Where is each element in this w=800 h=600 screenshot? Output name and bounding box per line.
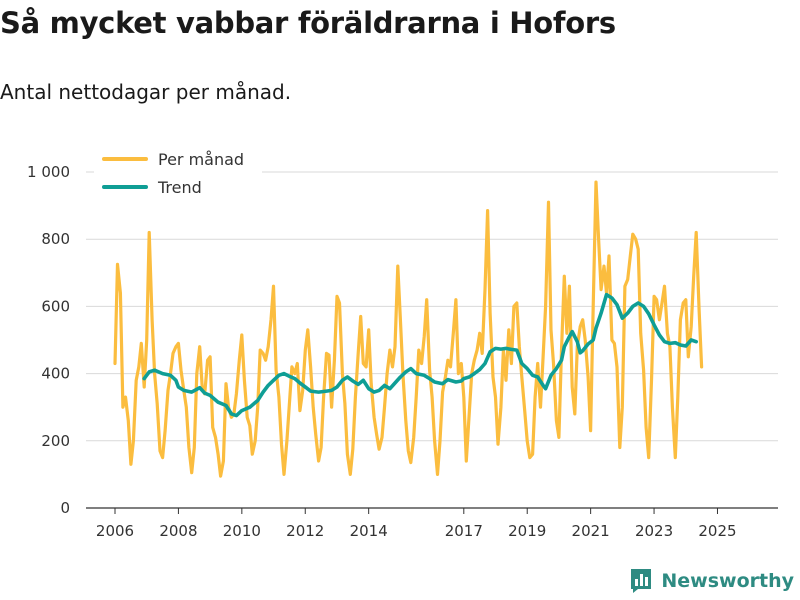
y-tick-label: 1 000 — [27, 163, 70, 181]
x-tick-label: 2021 — [572, 522, 610, 540]
brand-logo[interactable]: Newsworthy — [629, 568, 794, 594]
x-tick-label: 2008 — [159, 522, 197, 540]
legend-item-per-month[interactable]: Per månad — [102, 150, 244, 169]
x-tick-label: 2025 — [698, 522, 736, 540]
legend-item-trend[interactable]: Trend — [102, 178, 202, 197]
brand-name: Newsworthy — [661, 570, 794, 592]
legend-label-per-month: Per månad — [158, 150, 244, 169]
page-title: Så mycket vabbar föräldrarna i Hofors — [0, 6, 616, 40]
x-tick-label: 2019 — [508, 522, 546, 540]
x-tick-label: 2006 — [96, 522, 134, 540]
series-lines — [113, 180, 704, 478]
x-axis: 2006 2008 2010 2012 2014 2017 2019 2021 2023 2025 — [86, 507, 778, 540]
y-tick-label: 200 — [41, 432, 70, 450]
y-tick-label: 600 — [41, 297, 70, 315]
x-tick-label: 2014 — [350, 522, 388, 540]
y-axis-ticks: 0 200 400 600 800 1 000 — [27, 163, 70, 517]
series-line-trend — [142, 292, 698, 418]
legend-background — [94, 146, 262, 202]
x-tick-label: 2012 — [286, 522, 324, 540]
legend-label-trend: Trend — [157, 178, 202, 197]
bar-chart-logo-icon — [631, 569, 652, 593]
legend: Per månad Trend — [94, 146, 262, 202]
x-tick-label: 2023 — [635, 522, 673, 540]
y-tick-label: 0 — [60, 499, 70, 517]
x-tick-label: 2010 — [223, 522, 261, 540]
x-tick-label: 2017 — [445, 522, 483, 540]
series-line-per-month — [113, 180, 704, 478]
y-tick-label: 400 — [41, 365, 70, 383]
y-tick-label: 800 — [41, 230, 70, 248]
chart-subtitle: Antal nettodagar per månad. — [0, 80, 292, 104]
